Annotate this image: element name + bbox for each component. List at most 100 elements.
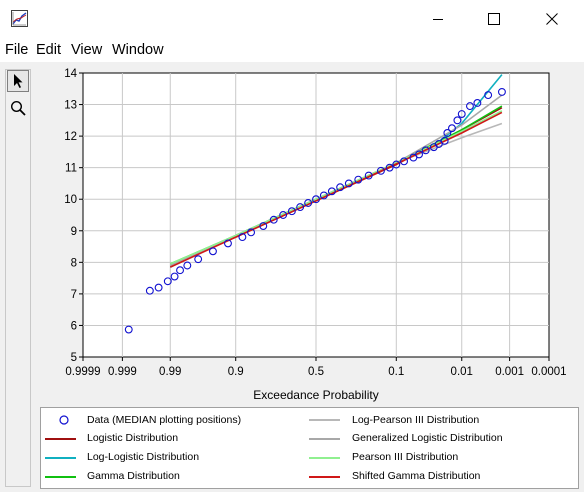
y-tick-label: 9 bbox=[71, 226, 77, 238]
data-point bbox=[336, 183, 345, 192]
menu-view[interactable]: View bbox=[71, 42, 103, 58]
maximize-button[interactable] bbox=[467, 0, 521, 38]
data-point bbox=[385, 163, 394, 172]
y-tick-label: 10 bbox=[64, 194, 77, 206]
data-point bbox=[259, 222, 268, 230]
x-tick-label: 0.999 bbox=[108, 366, 137, 378]
y-tick-label: 12 bbox=[64, 131, 77, 143]
x-tick-label: 0.0001 bbox=[531, 366, 566, 378]
data-point bbox=[208, 247, 217, 256]
data-point bbox=[457, 110, 466, 118]
minimize-icon bbox=[433, 19, 443, 20]
close-button[interactable] bbox=[525, 0, 579, 38]
data-point bbox=[364, 171, 373, 180]
legend-swatch-log-logistic bbox=[45, 457, 76, 459]
close-icon bbox=[546, 13, 558, 25]
legend-gen-logistic: Generalized Logistic Distribution bbox=[352, 432, 503, 444]
data-point bbox=[354, 175, 363, 184]
data-point bbox=[327, 187, 336, 196]
data-point bbox=[296, 203, 305, 212]
arrow-pointer-icon bbox=[14, 74, 23, 88]
x-tick-label: 0.5 bbox=[308, 366, 324, 378]
legend-shifted-gamma: Shifted Gamma Distribution bbox=[352, 470, 481, 482]
data-point bbox=[269, 215, 278, 224]
frequency-curve-chart[interactable]: 5 6 7 8 9 10 11 12 13 14 0.9999 0.999 0.99 0.9 0.5 0.1… bbox=[0, 62, 584, 407]
data-point bbox=[443, 129, 452, 137]
legend-log-logistic: Log-Logistic Distribution bbox=[87, 451, 200, 463]
legend-swatch-shifted-gamma bbox=[309, 476, 340, 478]
zoom-tool-button[interactable] bbox=[7, 97, 29, 119]
y-tick-label: 5 bbox=[71, 352, 77, 364]
data-point bbox=[497, 87, 506, 96]
data-point bbox=[453, 116, 462, 125]
data-point bbox=[415, 150, 424, 159]
x-tick-label: 0.001 bbox=[495, 366, 524, 378]
legend-gamma: Gamma Distribution bbox=[87, 470, 180, 482]
data-point bbox=[448, 124, 456, 133]
x-tick-label: 0.1 bbox=[388, 366, 404, 378]
data-point bbox=[238, 233, 247, 242]
legend-logistic: Logistic Distribution bbox=[87, 432, 179, 444]
x-axis: 0.9999 0.999 0.99 0.9 0.5 0.1 0.01 0.001 0.0001 bbox=[65, 357, 567, 378]
legend-log-pearson: Log-Pearson III Distribution bbox=[352, 414, 480, 426]
y-tick-label: 7 bbox=[71, 289, 77, 301]
data-point bbox=[484, 91, 493, 100]
grid bbox=[83, 73, 549, 357]
legend-swatch-logistic bbox=[45, 438, 76, 440]
menu-bar: File Edit View Window bbox=[0, 38, 584, 62]
legend-data: Data (MEDIAN plotting positions) bbox=[87, 414, 242, 426]
title-bar bbox=[0, 0, 584, 38]
data-point bbox=[287, 207, 296, 216]
data-point bbox=[163, 277, 172, 286]
x-tick-label: 0.01 bbox=[451, 366, 473, 378]
minimize-button[interactable] bbox=[411, 0, 465, 38]
legend-pearson: Pearson III Distribution bbox=[352, 451, 459, 463]
legend-swatch-pearson bbox=[309, 457, 340, 459]
vertical-toolbar bbox=[5, 69, 31, 487]
legend-marker-circle-icon bbox=[59, 415, 69, 425]
app-chart-icon bbox=[11, 10, 28, 27]
menu-window[interactable]: Window bbox=[112, 42, 164, 58]
data-point bbox=[440, 136, 449, 145]
y-axis: 5 6 7 8 9 10 11 12 13 14 bbox=[64, 68, 83, 364]
data-point bbox=[170, 272, 179, 281]
data-point bbox=[376, 166, 385, 175]
y-tick-label: 6 bbox=[71, 320, 77, 332]
data-point bbox=[145, 286, 154, 295]
data-point bbox=[392, 160, 401, 169]
y-tick-label: 11 bbox=[65, 163, 77, 175]
y-tick-label: 14 bbox=[64, 68, 77, 80]
legend-swatch-gamma bbox=[45, 476, 76, 478]
data-point bbox=[465, 102, 474, 111]
menu-edit[interactable]: Edit bbox=[36, 42, 61, 58]
data-point bbox=[400, 157, 408, 166]
magnifier-icon bbox=[10, 100, 26, 116]
maximize-icon bbox=[488, 13, 500, 25]
data-point bbox=[319, 191, 328, 200]
data-point bbox=[434, 140, 443, 148]
data-point bbox=[473, 99, 482, 107]
data-markers-group bbox=[124, 87, 506, 334]
y-tick-label: 8 bbox=[71, 257, 77, 269]
x-tick-label: 0.99 bbox=[159, 366, 181, 378]
data-point bbox=[304, 199, 313, 207]
data-point bbox=[154, 283, 163, 292]
data-point bbox=[279, 211, 288, 219]
data-point bbox=[124, 325, 133, 334]
menu-file[interactable]: File bbox=[5, 42, 29, 58]
data-point bbox=[194, 255, 203, 264]
x-tick-label: 0.9999 bbox=[65, 366, 100, 378]
x-tick-label: 0.9 bbox=[228, 366, 244, 378]
data-point bbox=[312, 195, 320, 204]
y-tick-label: 13 bbox=[64, 100, 77, 112]
data-point bbox=[344, 179, 353, 188]
series-line-6 bbox=[169, 110, 503, 265]
legend-swatch-log-pearson bbox=[309, 419, 340, 421]
legend-swatch-gen-logistic bbox=[309, 438, 340, 440]
data-point bbox=[176, 266, 184, 275]
x-axis-title: Exceedance Probability bbox=[253, 388, 378, 402]
data-point bbox=[421, 146, 430, 155]
data-point bbox=[247, 228, 256, 237]
select-tool-button[interactable] bbox=[7, 70, 29, 92]
data-point bbox=[183, 261, 192, 270]
